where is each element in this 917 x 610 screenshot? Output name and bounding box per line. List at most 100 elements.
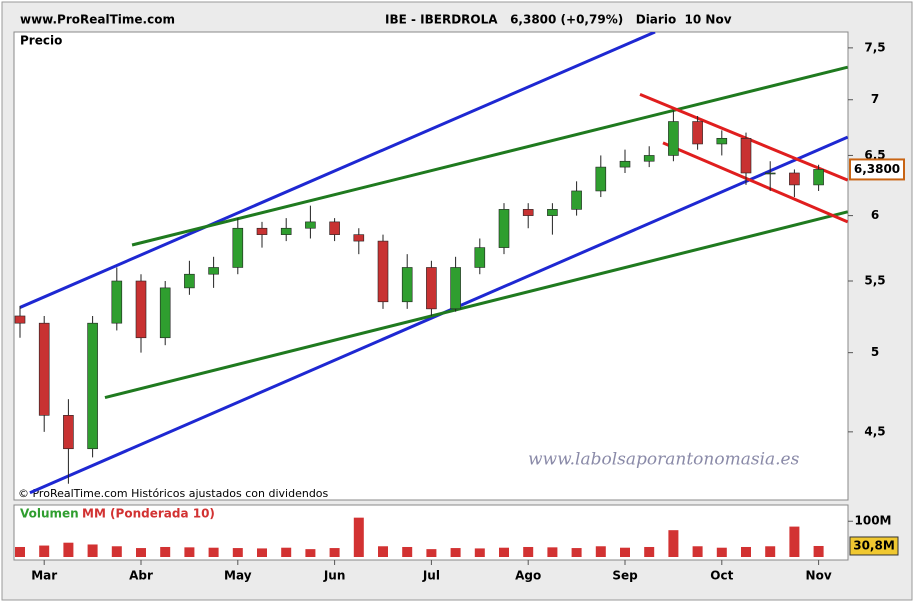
- x-tick-label: Oct: [710, 569, 733, 583]
- panel-label: Precio: [20, 34, 62, 48]
- candle-body: [547, 209, 558, 216]
- volume-bar: [39, 545, 50, 557]
- candle-body: [740, 137, 752, 174]
- x-tick-label: Sep: [612, 569, 638, 583]
- volume-bar: [523, 546, 534, 557]
- trend-line: [104, 210, 848, 400]
- volume-bar: [184, 547, 195, 557]
- candle-body: [764, 172, 776, 175]
- volume-bar: [353, 517, 364, 557]
- current-volume-label: 30,8M: [853, 538, 895, 552]
- candle-body: [668, 121, 679, 156]
- volume-bar: [668, 530, 679, 557]
- x-tick-label: May: [224, 569, 252, 583]
- candle-body: [135, 280, 147, 339]
- watermark: www.labolsaporantonomasia.es: [528, 450, 800, 470]
- candle-body: [498, 209, 510, 248]
- candle-body: [159, 287, 171, 339]
- candle-body: [401, 267, 413, 303]
- candle-body: [232, 227, 244, 268]
- candle-body: [353, 234, 365, 242]
- volume-bar: [571, 548, 582, 557]
- volume-bar: [15, 546, 25, 557]
- volume-bar: [741, 546, 751, 557]
- candle-body: [474, 247, 486, 268]
- volume-bar: [716, 547, 727, 557]
- volume-bar: [257, 548, 267, 557]
- candle-body: [208, 267, 219, 275]
- trend-line: [662, 141, 848, 224]
- volume-bar: [136, 548, 146, 557]
- volume-bar: [63, 542, 74, 557]
- candle-body: [377, 240, 389, 303]
- volume-bar: [595, 546, 606, 557]
- y-tick-label: 4,5: [864, 424, 885, 438]
- candle-body: [426, 267, 437, 310]
- current-volume-box: [849, 536, 899, 556]
- candle-body: [280, 227, 292, 235]
- volume-bar: [232, 548, 243, 557]
- candle-body: [643, 155, 655, 162]
- candle-body: [450, 267, 461, 310]
- trend-line: [19, 32, 656, 309]
- volume-bar: [692, 546, 703, 557]
- volume-bar: [789, 526, 800, 557]
- y-tick-label: 6: [871, 208, 879, 222]
- volume-bar: [329, 548, 340, 557]
- volume-bar: [281, 547, 292, 557]
- x-tick-label: Jul: [422, 569, 440, 583]
- y-tick-label: 100M: [855, 514, 892, 528]
- candle-body: [305, 221, 316, 229]
- volume-label: Volumen: [20, 507, 79, 521]
- candle-body: [256, 227, 268, 235]
- trend-line: [639, 92, 848, 182]
- volume-bar: [644, 546, 655, 557]
- volume-bar: [111, 546, 122, 557]
- trend-line: [131, 65, 848, 247]
- candle-body: [571, 190, 582, 210]
- volume-bar: [208, 547, 219, 557]
- volume-bar: [305, 549, 316, 557]
- last-price-label: 6,3800: [854, 162, 900, 176]
- candle-body: [87, 322, 98, 450]
- volume-bar: [426, 549, 437, 557]
- candle-body: [716, 137, 728, 145]
- y-tick-label: 7: [871, 92, 879, 106]
- volume-bar: [160, 546, 171, 557]
- candle-body: [111, 280, 123, 324]
- volume-bar: [499, 547, 509, 557]
- x-tick-label: Nov: [806, 569, 832, 583]
- x-tick-label: Jun: [323, 569, 346, 583]
- x-tick-label: Abr: [129, 569, 153, 583]
- y-tick-label: 6,5: [864, 148, 885, 162]
- candle-body: [595, 166, 607, 192]
- source: www.ProRealTime.com: [20, 13, 175, 27]
- ma-label: MM (Ponderada 10): [82, 507, 215, 521]
- volume-panel: [13, 504, 849, 561]
- candle-body: [14, 315, 26, 324]
- candle-body: [63, 415, 74, 450]
- volume-bar: [450, 548, 461, 557]
- candle-body: [522, 209, 534, 216]
- candle-body: [38, 322, 50, 416]
- candle-body: [184, 273, 195, 289]
- volume-bar: [813, 545, 824, 557]
- candle-body: [789, 172, 800, 186]
- y-tick-label: 5: [871, 345, 879, 359]
- last-price-box: [849, 158, 905, 181]
- y-tick-label: 5,5: [864, 274, 885, 288]
- x-tick-label: Ago: [515, 569, 541, 583]
- candle-body: [619, 160, 631, 168]
- volume-bar: [547, 547, 558, 557]
- candle-body: [329, 221, 340, 235]
- volume-bar: [765, 546, 776, 557]
- volume-bar: [620, 547, 630, 557]
- volume-bar: [402, 546, 413, 557]
- footnote: © ProRealTime.com Históricos ajustados c…: [18, 487, 329, 500]
- candle-body: [692, 121, 703, 145]
- candle-body: [813, 169, 824, 186]
- volume-bar: [474, 548, 485, 557]
- chart-title: IBE - IBERDROLA 6,3800 (+0,79%) Diario 1…: [385, 13, 732, 27]
